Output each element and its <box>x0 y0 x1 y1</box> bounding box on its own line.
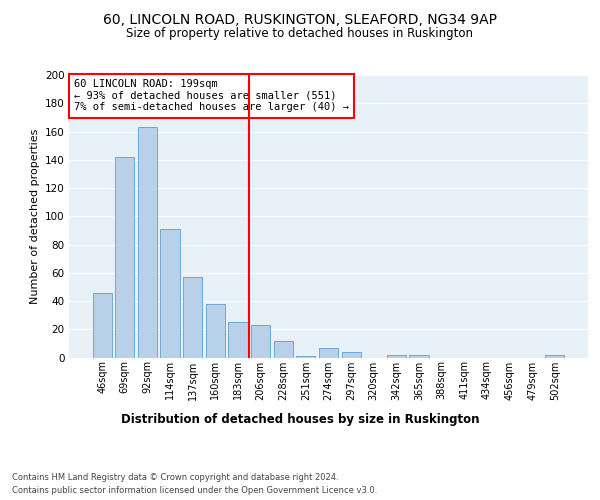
Bar <box>251 325 270 358</box>
Text: 60, LINCOLN ROAD, RUSKINGTON, SLEAFORD, NG34 9AP: 60, LINCOLN ROAD, RUSKINGTON, SLEAFORD, … <box>103 12 497 26</box>
Bar <box>92 292 112 358</box>
Bar <box>229 322 248 358</box>
Text: Contains public sector information licensed under the Open Government Licence v3: Contains public sector information licen… <box>12 486 377 495</box>
Bar <box>319 348 338 358</box>
Text: Size of property relative to detached houses in Ruskington: Size of property relative to detached ho… <box>127 28 473 40</box>
Bar <box>183 277 202 357</box>
Bar <box>206 304 225 358</box>
Bar <box>387 354 406 358</box>
Bar <box>138 128 157 358</box>
Bar <box>160 229 180 358</box>
Bar <box>274 340 293 357</box>
Text: Distribution of detached houses by size in Ruskington: Distribution of detached houses by size … <box>121 412 479 426</box>
Y-axis label: Number of detached properties: Number of detached properties <box>29 128 40 304</box>
Bar <box>115 157 134 358</box>
Bar <box>545 354 565 358</box>
Bar <box>409 354 428 358</box>
Bar <box>296 356 316 358</box>
Bar <box>341 352 361 358</box>
Text: Contains HM Land Registry data © Crown copyright and database right 2024.: Contains HM Land Registry data © Crown c… <box>12 472 338 482</box>
Text: 60 LINCOLN ROAD: 199sqm
← 93% of detached houses are smaller (551)
7% of semi-de: 60 LINCOLN ROAD: 199sqm ← 93% of detache… <box>74 79 349 112</box>
